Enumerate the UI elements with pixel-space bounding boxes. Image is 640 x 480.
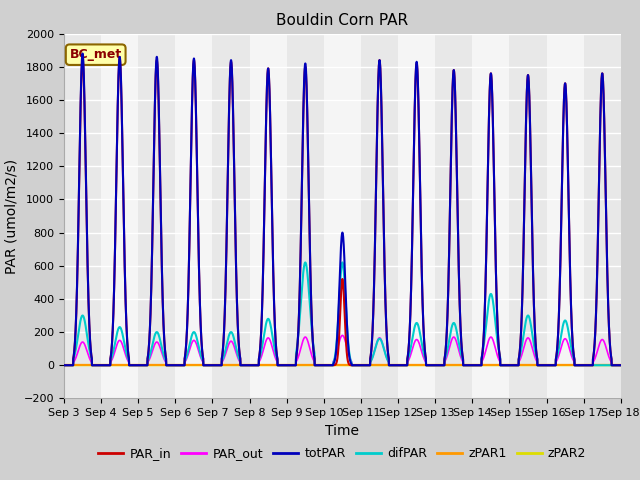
Bar bbox=[138, 34, 175, 398]
Bar bbox=[361, 34, 398, 398]
totPAR bbox=[79, 50, 86, 56]
Text: BC_met: BC_met bbox=[70, 48, 122, 61]
zPAR1 bbox=[322, 362, 330, 368]
totPAR bbox=[60, 362, 68, 368]
PAR_in bbox=[79, 56, 86, 61]
difPAR bbox=[60, 362, 68, 368]
Title: Bouldin Corn PAR: Bouldin Corn PAR bbox=[276, 13, 408, 28]
Legend: PAR_in, PAR_out, totPAR, difPAR, zPAR1, zPAR2: PAR_in, PAR_out, totPAR, difPAR, zPAR1, … bbox=[93, 442, 591, 465]
PAR_out bbox=[616, 362, 624, 368]
difPAR bbox=[160, 353, 168, 359]
Bar bbox=[398, 34, 435, 398]
zPAR1 bbox=[160, 362, 168, 368]
zPAR2 bbox=[160, 362, 168, 368]
PAR_in bbox=[499, 362, 507, 368]
Bar bbox=[175, 34, 212, 398]
totPAR bbox=[616, 362, 624, 368]
difPAR bbox=[617, 362, 625, 368]
PAR_out bbox=[467, 362, 475, 368]
zPAR1 bbox=[436, 362, 444, 368]
PAR_out bbox=[322, 362, 330, 368]
zPAR2 bbox=[322, 362, 330, 368]
totPAR bbox=[617, 362, 625, 368]
zPAR1 bbox=[616, 362, 624, 368]
Bar bbox=[509, 34, 547, 398]
totPAR bbox=[436, 362, 444, 368]
PAR_out bbox=[60, 362, 68, 368]
PAR_out bbox=[436, 362, 444, 368]
zPAR1 bbox=[499, 362, 506, 368]
totPAR bbox=[160, 335, 168, 341]
PAR_out bbox=[339, 333, 346, 338]
Line: difPAR: difPAR bbox=[64, 263, 621, 365]
totPAR bbox=[467, 362, 475, 368]
Bar bbox=[287, 34, 324, 398]
difPAR bbox=[301, 260, 309, 265]
PAR_in bbox=[616, 362, 624, 368]
PAR_in bbox=[322, 362, 330, 368]
Y-axis label: PAR (umol/m2/s): PAR (umol/m2/s) bbox=[4, 158, 18, 274]
Line: PAR_out: PAR_out bbox=[64, 336, 621, 365]
zPAR1 bbox=[467, 362, 475, 368]
Bar bbox=[250, 34, 287, 398]
PAR_in bbox=[617, 362, 625, 368]
PAR_out bbox=[160, 356, 168, 362]
difPAR bbox=[467, 362, 475, 368]
Bar bbox=[212, 34, 250, 398]
Bar bbox=[324, 34, 361, 398]
Bar bbox=[584, 34, 621, 398]
totPAR bbox=[499, 362, 507, 368]
zPAR2 bbox=[467, 362, 475, 368]
Bar bbox=[64, 34, 101, 398]
difPAR bbox=[616, 362, 624, 368]
X-axis label: Time: Time bbox=[325, 424, 360, 438]
PAR_in bbox=[160, 335, 168, 341]
PAR_out bbox=[617, 362, 625, 368]
Line: totPAR: totPAR bbox=[64, 53, 621, 365]
Bar bbox=[435, 34, 472, 398]
PAR_in bbox=[436, 362, 444, 368]
zPAR2 bbox=[616, 362, 624, 368]
PAR_in bbox=[60, 362, 68, 368]
PAR_in bbox=[467, 362, 475, 368]
Bar bbox=[101, 34, 138, 398]
Bar bbox=[472, 34, 509, 398]
totPAR bbox=[322, 362, 330, 368]
difPAR bbox=[322, 362, 330, 368]
zPAR1 bbox=[617, 362, 625, 368]
difPAR bbox=[499, 362, 507, 368]
Line: PAR_in: PAR_in bbox=[64, 59, 621, 365]
zPAR2 bbox=[617, 362, 625, 368]
zPAR2 bbox=[436, 362, 444, 368]
Bar bbox=[547, 34, 584, 398]
difPAR bbox=[436, 362, 444, 368]
zPAR2 bbox=[60, 362, 68, 368]
PAR_out bbox=[499, 362, 507, 368]
zPAR2 bbox=[499, 362, 506, 368]
zPAR1 bbox=[60, 362, 68, 368]
